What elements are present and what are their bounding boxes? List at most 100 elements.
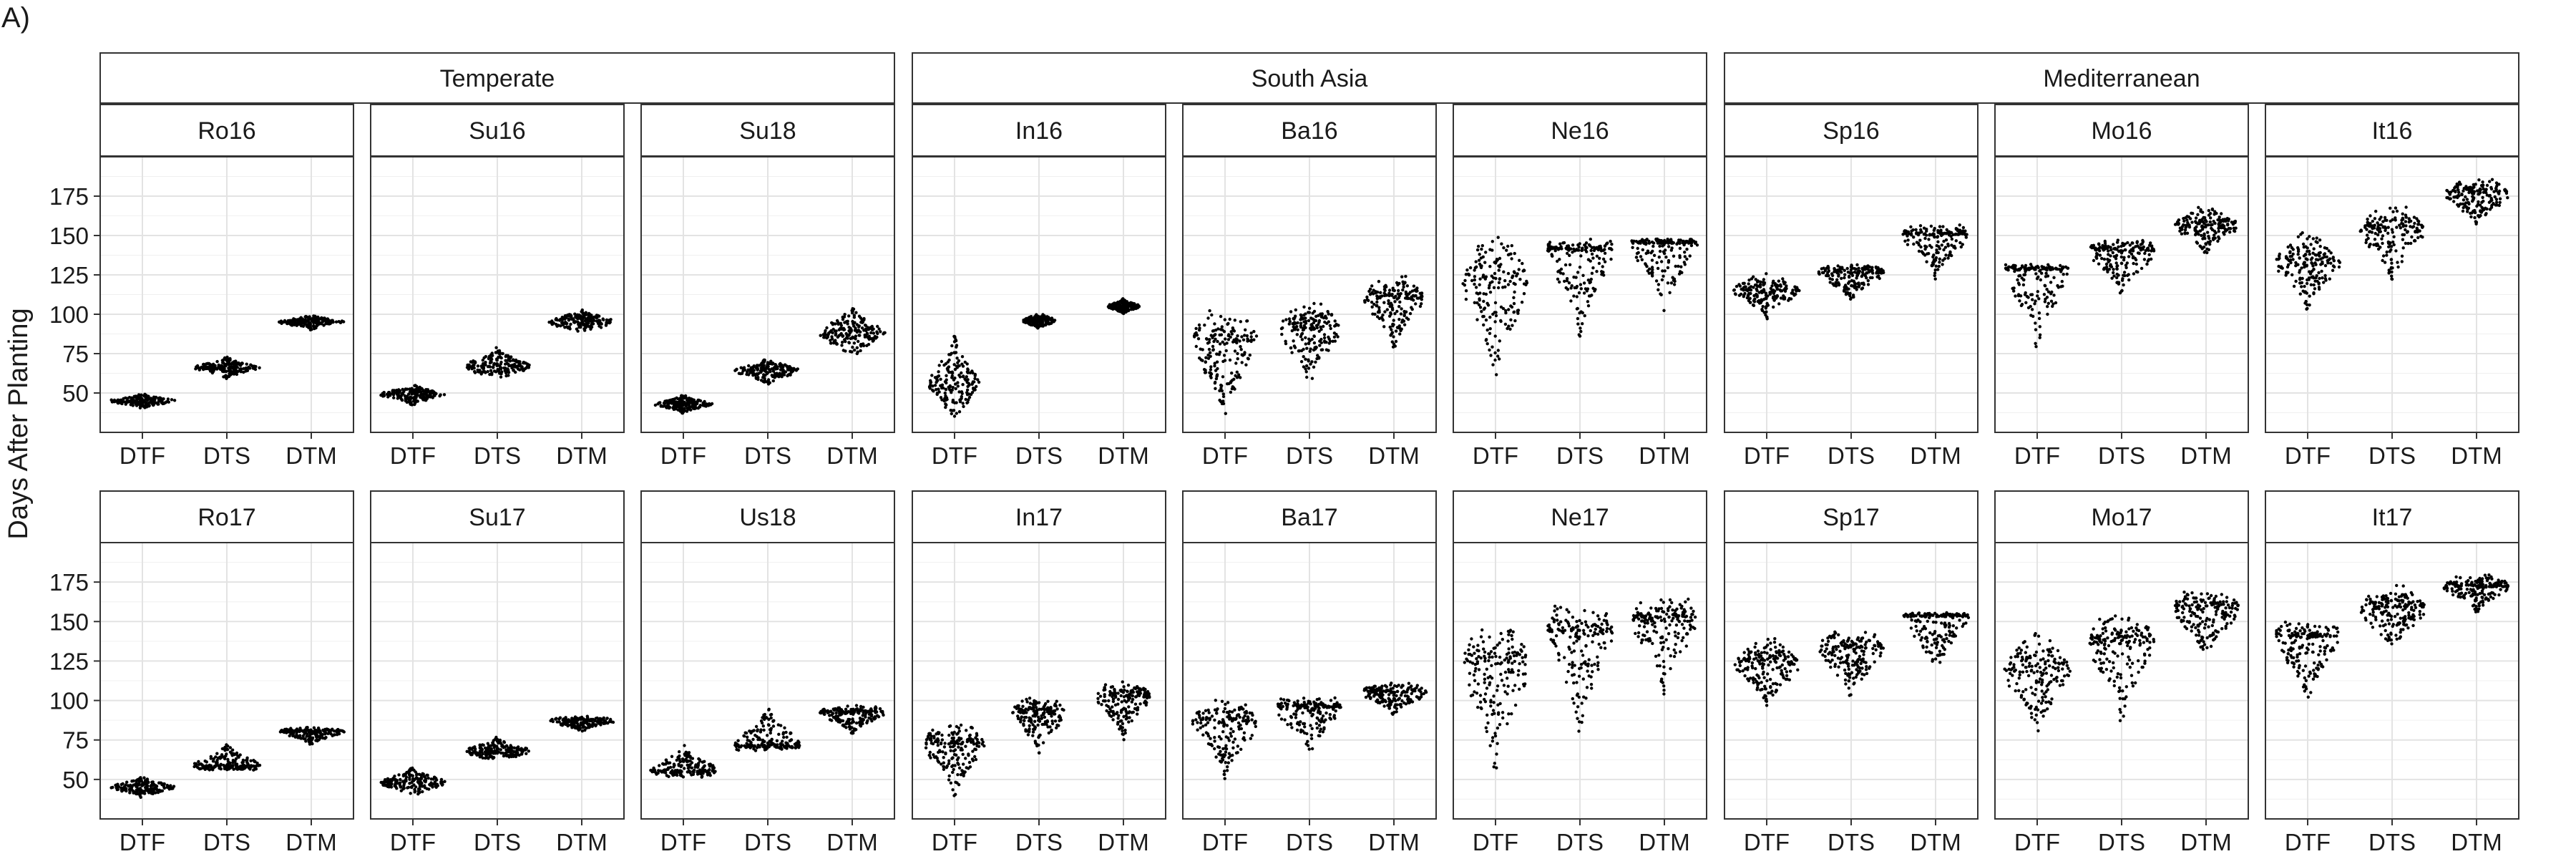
data-point <box>1678 270 1682 273</box>
x-tick-label: DTS <box>474 442 521 469</box>
data-point <box>500 351 504 356</box>
data-point <box>2233 220 2237 225</box>
data-point <box>1556 277 1560 281</box>
data-point <box>1835 278 1839 281</box>
data-point <box>1308 349 1312 353</box>
data-point <box>1332 331 1337 335</box>
data-point <box>2036 290 2039 293</box>
data-point <box>1037 317 1040 321</box>
data-point <box>1683 251 1687 254</box>
data-point <box>2329 261 2333 265</box>
data-point <box>2060 280 2064 283</box>
data-point <box>2310 269 2314 273</box>
data-point <box>431 396 434 399</box>
data-point <box>965 375 969 379</box>
data-point <box>429 393 432 397</box>
data-point <box>693 407 697 411</box>
data-point <box>1464 273 1468 276</box>
data-point <box>1480 244 1484 248</box>
panel-strip-label: Mo16 <box>2091 117 2152 145</box>
data-point <box>414 396 418 399</box>
data-point <box>1745 288 1749 291</box>
data-point <box>751 369 754 373</box>
data-point <box>504 359 507 362</box>
data-point <box>681 410 686 414</box>
data-point <box>145 403 148 407</box>
data-point <box>1495 373 1498 377</box>
data-point <box>2291 252 2295 256</box>
data-point <box>1405 284 1410 288</box>
data-point <box>2328 277 2331 281</box>
data-point <box>1305 375 1309 379</box>
data-point <box>2034 272 2038 276</box>
data-point <box>1225 341 1229 345</box>
data-point <box>1327 335 1330 339</box>
data-point <box>2373 217 2377 220</box>
data-point <box>967 382 971 385</box>
data-point <box>478 369 482 372</box>
data-point <box>565 325 569 329</box>
data-point <box>323 317 327 321</box>
data-point <box>1387 288 1392 292</box>
data-point <box>966 367 970 371</box>
data-point <box>1683 255 1687 258</box>
panels-layer: Temperate South Asia Mediterranean50751001… <box>49 52 2519 855</box>
data-point <box>196 365 200 369</box>
data-point <box>2141 240 2145 243</box>
data-point <box>587 311 591 316</box>
data-point <box>1772 295 1775 299</box>
data-point <box>1578 266 1582 269</box>
data-point <box>2385 250 2389 254</box>
data-point <box>1509 318 1513 321</box>
data-point <box>2132 255 2135 258</box>
data-point <box>1743 291 1747 296</box>
data-point <box>2410 235 2414 239</box>
data-point <box>1846 281 1850 285</box>
data-point <box>1827 269 1830 273</box>
data-point <box>1758 280 1762 283</box>
data-point <box>877 327 881 331</box>
data-point <box>2404 215 2408 219</box>
data-point <box>1112 306 1116 310</box>
data-point <box>1575 295 1579 299</box>
data-point <box>1236 357 1239 361</box>
data-point <box>1764 306 1767 310</box>
data-point <box>1817 271 1821 275</box>
data-point <box>967 398 970 402</box>
y-tick-label: 100 <box>49 688 89 714</box>
data-point <box>1777 279 1780 283</box>
data-point <box>1038 320 1043 324</box>
data-point <box>2306 237 2309 241</box>
data-point <box>1936 251 1940 255</box>
data-point <box>558 319 562 322</box>
data-point <box>675 396 678 400</box>
data-point <box>315 321 318 326</box>
data-point <box>2117 245 2120 249</box>
data-point <box>2378 218 2381 221</box>
data-point <box>1640 258 1644 261</box>
data-point <box>1946 256 1950 260</box>
data-point <box>1522 292 1526 296</box>
data-point <box>1317 329 1321 333</box>
data-point <box>653 403 658 407</box>
data-point <box>2316 279 2319 283</box>
data-point <box>1322 324 1325 329</box>
data-point <box>154 401 157 404</box>
data-point <box>1880 271 1883 275</box>
data-point <box>307 318 311 321</box>
data-point <box>1764 293 1768 297</box>
data-point <box>2052 276 2056 279</box>
data-point <box>399 396 403 400</box>
data-point <box>1370 301 1374 304</box>
data-point <box>1484 339 1488 342</box>
data-point <box>2303 284 2306 288</box>
data-point <box>225 377 228 380</box>
data-point <box>1938 257 1941 261</box>
data-point <box>2376 247 2381 251</box>
data-point <box>2284 273 2288 277</box>
data-point <box>943 391 947 395</box>
data-point <box>170 398 174 402</box>
data-point <box>859 330 862 334</box>
data-point <box>2102 248 2105 252</box>
data-point <box>2481 195 2484 200</box>
